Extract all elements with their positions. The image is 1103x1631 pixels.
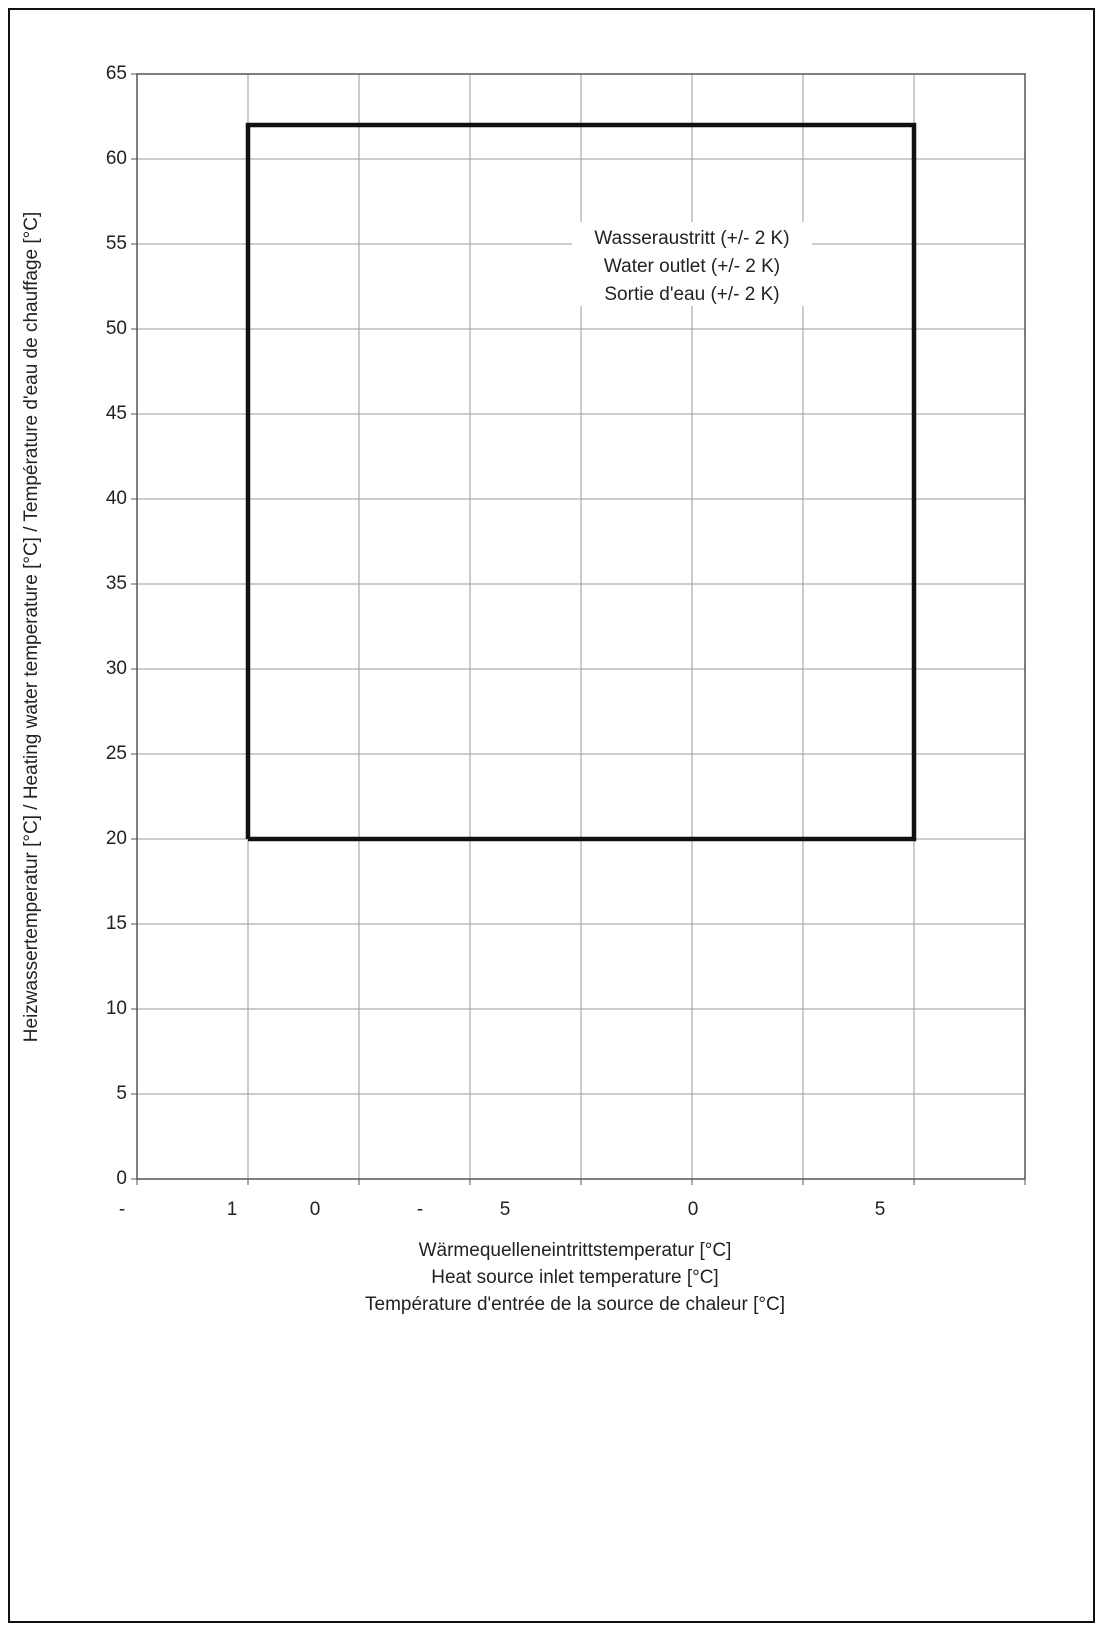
y-tick-label: 60 bbox=[106, 148, 127, 169]
y-tick-label: 25 bbox=[106, 743, 127, 764]
x-label-line: Heat source inlet temperature [°C] bbox=[431, 1267, 718, 1288]
y-tick-label: 45 bbox=[106, 403, 127, 424]
y-tick-label: 35 bbox=[106, 573, 127, 594]
y-tick-label: 30 bbox=[106, 658, 127, 679]
x-tick-label: 5 bbox=[875, 1199, 886, 1220]
annotation: Wasseraustritt (+/- 2 K) bbox=[594, 228, 789, 249]
y-tick-label: 40 bbox=[106, 488, 127, 509]
y-tick-label: 5 bbox=[116, 1083, 127, 1104]
annotation: Water outlet (+/- 2 K) bbox=[604, 256, 780, 277]
x-tick-label: - bbox=[417, 1199, 423, 1220]
y-tick-label: 55 bbox=[106, 233, 127, 254]
x-label-line: Température d'entrée de la source de cha… bbox=[365, 1294, 785, 1315]
annotation-bg bbox=[572, 222, 812, 306]
y-tick-label: 0 bbox=[116, 1168, 127, 1189]
x-tick-label: 0 bbox=[310, 1199, 321, 1220]
annotation: Sortie d'eau (+/- 2 K) bbox=[604, 284, 779, 305]
y-tick-label: 15 bbox=[106, 913, 127, 934]
plot-border bbox=[136, 73, 1026, 1180]
y-label: Heizwassertemperatur [°C] / Heating wate… bbox=[21, 212, 42, 1042]
x-tick-label: 5 bbox=[500, 1199, 511, 1220]
x-label-line: Wärmequelleneintrittstemperatur [°C] bbox=[419, 1240, 732, 1261]
x-label: Wärmequelleneintrittstemperatur [°C] Hea… bbox=[365, 1240, 785, 1315]
envelope-line bbox=[245, 122, 917, 842]
x-tick-label: 0 bbox=[688, 1199, 699, 1220]
y-tick-label: 50 bbox=[106, 318, 127, 339]
x-tick-label: - bbox=[119, 1199, 125, 1220]
y-tick-label: 10 bbox=[106, 998, 127, 1019]
y-tick-label: 65 bbox=[106, 63, 127, 84]
x-tick-label: 1 bbox=[227, 1199, 238, 1220]
y-tick-label: 20 bbox=[106, 828, 127, 849]
frame bbox=[8, 8, 1095, 1623]
